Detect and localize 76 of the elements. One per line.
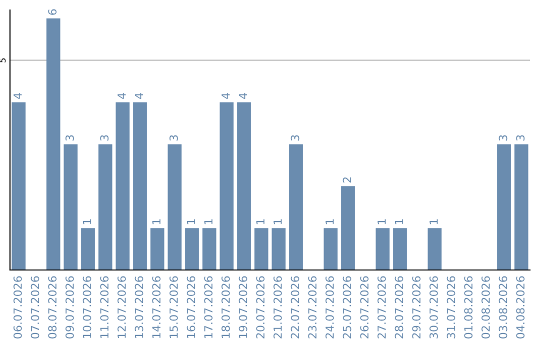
- bar: [168, 144, 182, 270]
- data-label: 3: [290, 135, 300, 141]
- data-label: 1: [274, 219, 282, 224]
- x-tick-label: 21.07.2026: [273, 276, 282, 338]
- data-label: 2: [342, 177, 352, 183]
- bar: [376, 228, 390, 270]
- data-label: 3: [65, 135, 74, 141]
- x-tick-label: 02.08.2026: [481, 276, 490, 338]
- x-tick-label: 10.07.2026: [82, 276, 92, 338]
- data-label: 3: [169, 135, 178, 141]
- bar: [341, 186, 355, 270]
- bar: [46, 18, 60, 270]
- bar: [81, 228, 95, 270]
- data-label: 1: [152, 219, 160, 224]
- data-label: 3: [516, 135, 525, 141]
- bar: [428, 228, 442, 270]
- bar: [514, 144, 528, 270]
- bar: [237, 102, 251, 270]
- bar: [497, 144, 511, 270]
- x-tick-label: 15.07.2026: [169, 276, 178, 338]
- x-tick-label: 25.07.2026: [342, 276, 352, 338]
- data-label: 4: [238, 93, 248, 99]
- x-tick-label: 14.07.2026: [152, 276, 161, 338]
- x-tick-label: 03.08.2026: [498, 276, 508, 338]
- x-tick-label: 13.07.2026: [134, 276, 144, 338]
- bar: [64, 144, 78, 270]
- data-label: 3: [498, 135, 508, 141]
- x-tick-label: 18.07.2026: [221, 276, 230, 338]
- bar: [116, 102, 130, 270]
- x-tick-label: 23.07.2026: [308, 276, 317, 338]
- data-label: 1: [430, 219, 438, 224]
- x-tick-label: 31.07.2026: [446, 276, 456, 338]
- bar: [150, 228, 164, 270]
- x-tick-label: 16.07.2026: [186, 276, 196, 338]
- x-tick-label: 30.07.2026: [429, 276, 438, 338]
- data-label: 4: [118, 93, 126, 99]
- bar: [272, 228, 286, 270]
- bar: [254, 228, 268, 270]
- data-label: 1: [186, 219, 196, 224]
- x-tick-label: 22.07.2026: [290, 276, 300, 338]
- data-label: 1: [204, 219, 212, 224]
- data-label: 1: [394, 219, 404, 224]
- x-tick-label: 24.07.2026: [325, 276, 334, 338]
- x-tick-label: 01.08.2026: [464, 276, 473, 338]
- x-tick-label: 11.07.2026: [100, 276, 109, 338]
- bar: [133, 102, 147, 270]
- x-tick-label: 29.07.2026: [412, 276, 421, 338]
- data-label: 1: [326, 219, 334, 224]
- x-tick-label: 20.07.2026: [256, 276, 265, 338]
- x-tick-label: 27.07.2026: [377, 276, 386, 338]
- x-tick-label: 04.08.2026: [516, 276, 525, 338]
- data-label: 3: [100, 135, 109, 141]
- bar: [202, 228, 216, 270]
- x-tick-label: 12.07.2026: [117, 276, 126, 338]
- x-tick-label: 17.07.2026: [204, 276, 213, 338]
- bar: [98, 144, 112, 270]
- bar: [12, 102, 26, 270]
- x-tick-label: 06.07.2026: [13, 276, 22, 338]
- data-label: 4: [14, 93, 22, 99]
- x-tick-label: 07.07.2026: [30, 276, 40, 338]
- bar: [185, 228, 199, 270]
- x-tick-label: 26.07.2026: [360, 276, 369, 338]
- data-label: 6: [48, 9, 57, 15]
- data-label: 4: [134, 93, 144, 99]
- bar: [289, 144, 303, 270]
- x-tick-label: 19.07.2026: [238, 276, 248, 338]
- bar: [393, 228, 407, 270]
- data-label: 4: [222, 93, 230, 99]
- x-tick-label: 08.07.2026: [48, 276, 57, 338]
- bar: [220, 102, 234, 270]
- x-tick-label: 09.07.2026: [65, 276, 74, 338]
- x-tick-label: 28.07.2026: [394, 276, 404, 338]
- bar: [324, 228, 338, 270]
- data-label: 1: [378, 219, 386, 224]
- data-label: 1: [82, 219, 92, 224]
- data-label: 1: [256, 219, 264, 224]
